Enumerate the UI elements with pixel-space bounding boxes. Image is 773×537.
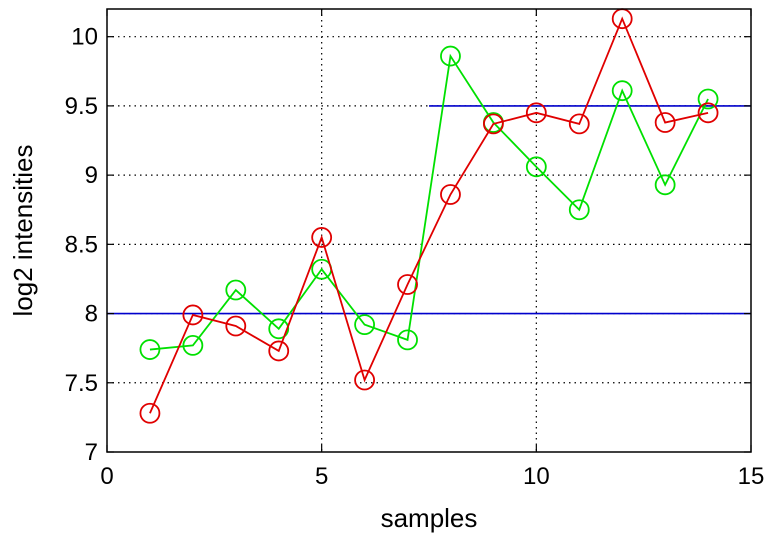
data-point bbox=[182, 304, 204, 326]
data-point bbox=[182, 335, 204, 356]
data-point bbox=[225, 315, 247, 337]
x-axis-label: samples bbox=[381, 503, 478, 533]
y-tick-label: 8.5 bbox=[65, 231, 98, 258]
data-point bbox=[268, 340, 290, 362]
series-line bbox=[149, 16, 709, 414]
data-point bbox=[482, 113, 504, 135]
y-tick-label: 10 bbox=[71, 24, 98, 51]
y-tick-label: 8 bbox=[85, 301, 98, 328]
x-tick-label: 15 bbox=[738, 463, 765, 490]
data-point bbox=[568, 113, 590, 135]
data-point bbox=[139, 402, 161, 424]
x-tick-label: 10 bbox=[523, 463, 550, 490]
plot-frame bbox=[106, 8, 752, 453]
data-point bbox=[225, 279, 247, 301]
grid bbox=[107, 9, 751, 452]
data-point bbox=[697, 102, 719, 124]
data-point bbox=[525, 102, 547, 124]
data-point bbox=[654, 174, 676, 196]
data-point bbox=[525, 156, 547, 178]
x-tick-label: 0 bbox=[100, 463, 113, 490]
data-point bbox=[268, 318, 290, 340]
data-point bbox=[440, 184, 461, 205]
data-point bbox=[654, 112, 676, 133]
y-axis-label: log2 intensities bbox=[8, 145, 38, 317]
data-point bbox=[354, 314, 376, 336]
y-tick-label: 9 bbox=[85, 162, 98, 189]
series-1 bbox=[139, 45, 719, 360]
data-point bbox=[354, 369, 376, 391]
y-tick-label: 7 bbox=[85, 439, 98, 466]
axis-ticks: 0 5 10 15 7 7.5 8 8.5 9 9.5 10 bbox=[65, 9, 765, 490]
data-point bbox=[311, 227, 333, 248]
data-point bbox=[697, 88, 719, 110]
x-tick-label: 5 bbox=[315, 463, 328, 490]
data-point bbox=[440, 45, 461, 67]
series-2 bbox=[139, 8, 719, 424]
y-tick-label: 9.5 bbox=[65, 93, 98, 120]
y-tick-label: 7.5 bbox=[65, 370, 98, 397]
data-point bbox=[568, 199, 590, 221]
data-point bbox=[139, 339, 161, 360]
data-point bbox=[397, 329, 418, 351]
data-point bbox=[611, 80, 633, 102]
series-group bbox=[139, 8, 719, 424]
reference-lines bbox=[107, 105, 751, 315]
data-point bbox=[397, 274, 418, 295]
